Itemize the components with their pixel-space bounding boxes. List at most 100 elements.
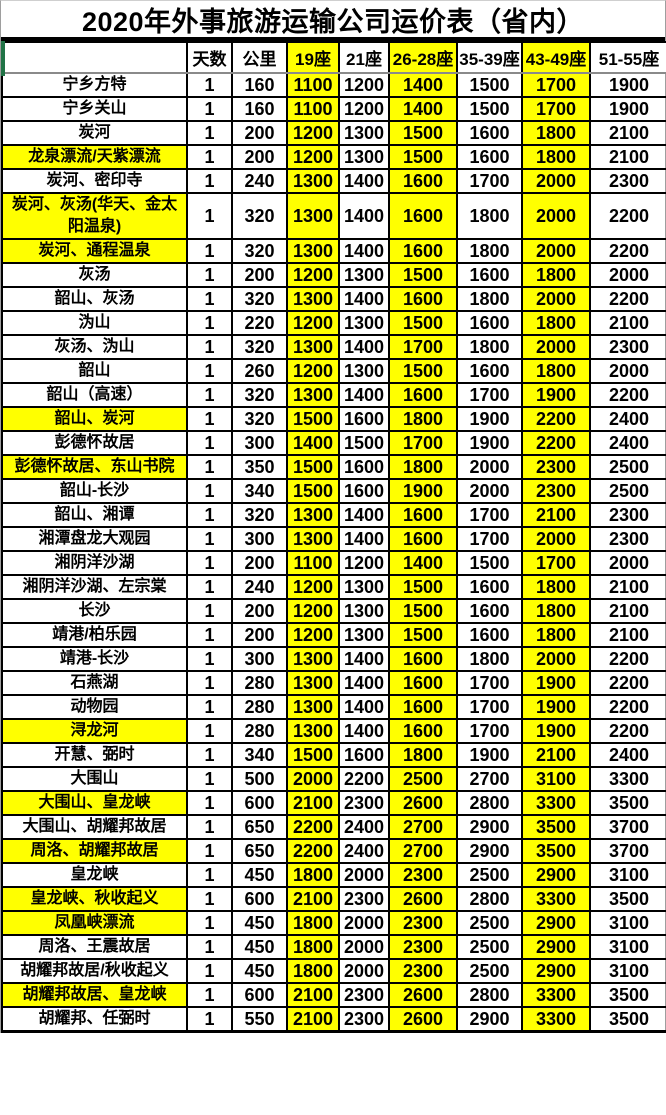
value-cell: 550 [231, 1006, 288, 1033]
value-cell: 2100 [589, 574, 666, 600]
value-cell: 1 [186, 430, 233, 456]
value-cell: 1300 [286, 694, 340, 720]
value-cell: 1400 [388, 550, 458, 576]
value-cell: 600 [231, 982, 288, 1008]
column-header: 公里 [231, 41, 288, 74]
value-cell: 1800 [456, 286, 523, 312]
value-cell: 2200 [521, 406, 591, 432]
value-cell: 3500 [589, 1006, 666, 1033]
value-cell: 2300 [521, 478, 591, 504]
value-cell: 2000 [521, 168, 591, 194]
value-cell: 2100 [286, 886, 340, 912]
value-cell: 1600 [338, 478, 390, 504]
value-cell: 1100 [286, 72, 340, 98]
value-cell: 1 [186, 526, 233, 552]
destination-cell: 韶山 [1, 358, 188, 384]
value-cell: 2300 [388, 910, 458, 936]
value-cell: 1500 [338, 430, 390, 456]
value-cell: 1600 [338, 406, 390, 432]
value-cell: 3500 [521, 838, 591, 864]
table-row: 彭德怀故居、东山书院 1 350 1500 1600 1800 2000 2300 2500 [1, 454, 666, 480]
value-cell: 2900 [456, 1006, 523, 1033]
value-cell: 2200 [589, 192, 666, 240]
table-row: 韶山、灰汤 1 320 1300 1400 1600 1800 2000 2200 [1, 286, 666, 312]
value-cell: 1900 [521, 694, 591, 720]
value-cell: 2900 [521, 862, 591, 888]
value-cell: 2300 [589, 168, 666, 194]
value-cell: 2300 [388, 958, 458, 984]
table-row: 凤凰峡漂流 1 450 1800 2000 2300 2500 2900 3100 [1, 910, 666, 936]
value-cell: 1900 [589, 96, 666, 122]
value-cell: 2800 [456, 790, 523, 816]
value-cell: 1800 [456, 192, 523, 240]
destination-cell: 湘阴洋沙湖、左宗棠 [1, 574, 188, 600]
value-cell: 2500 [589, 454, 666, 480]
table-row: 周洛、王震故居 1 450 1800 2000 2300 2500 2900 3100 [1, 934, 666, 960]
destination-cell: 大围山 [1, 766, 188, 792]
value-cell: 1400 [338, 526, 390, 552]
destination-cell: 浔龙河 [1, 718, 188, 744]
value-cell: 1600 [388, 192, 458, 240]
value-cell: 1500 [286, 742, 340, 768]
value-cell: 1800 [456, 646, 523, 672]
value-cell: 1300 [286, 646, 340, 672]
value-cell: 1300 [286, 718, 340, 744]
table-row: 皇龙峡、秋收起义 1 600 2100 2300 2600 2800 3300 3500 [1, 886, 666, 912]
value-cell: 2200 [589, 718, 666, 744]
value-cell: 1800 [388, 454, 458, 480]
destination-cell: 韶山、灰汤 [1, 286, 188, 312]
value-cell: 1900 [456, 406, 523, 432]
value-cell: 1400 [338, 192, 390, 240]
value-cell: 1600 [388, 168, 458, 194]
value-cell: 2100 [589, 144, 666, 170]
value-cell: 1300 [286, 670, 340, 696]
value-cell: 650 [231, 838, 288, 864]
value-cell: 1700 [388, 430, 458, 456]
pricing-sheet: 2020年外事旅游运输公司运价表（省内） 天数 公里 19座 21座 26-28座 35-… [0, 0, 666, 1033]
table-row: 动物园 1 280 1300 1400 1600 1700 1900 2200 [1, 694, 666, 720]
value-cell: 1500 [388, 144, 458, 170]
value-cell: 2000 [521, 286, 591, 312]
value-cell: 1 [186, 478, 233, 504]
value-cell: 1200 [286, 262, 340, 288]
value-cell: 160 [231, 72, 288, 98]
value-cell: 2300 [589, 334, 666, 360]
value-cell: 2300 [589, 502, 666, 528]
value-cell: 450 [231, 910, 288, 936]
destination-cell: 宁乡方特 [1, 72, 188, 98]
destination-cell: 韶山（高速） [1, 382, 188, 408]
table-row: 胡耀邦故居、皇龙峡 1 600 2100 2300 2600 2800 3300 3500 [1, 982, 666, 1008]
value-cell: 2300 [589, 526, 666, 552]
value-cell: 200 [231, 622, 288, 648]
value-cell: 2000 [338, 958, 390, 984]
value-cell: 1800 [521, 574, 591, 600]
destination-cell: 大围山、皇龙峡 [1, 790, 188, 816]
destination-cell: 炭河、灰汤(华天、金太阳温泉) [1, 192, 188, 240]
value-cell: 2100 [286, 1006, 340, 1033]
table-row: 周洛、胡耀邦故居 1 650 2200 2400 2700 2900 3500 3700 [1, 838, 666, 864]
value-cell: 2500 [456, 958, 523, 984]
table-row: 长沙 1 200 1200 1300 1500 1600 1800 2100 [1, 598, 666, 624]
table-row: 韶山 1 260 1200 1300 1500 1600 1800 2000 [1, 358, 666, 384]
destination-cell: 湘潭盘龙大观园 [1, 526, 188, 552]
value-cell: 2900 [521, 910, 591, 936]
value-cell: 450 [231, 958, 288, 984]
value-cell: 2600 [388, 982, 458, 1008]
value-cell: 1 [186, 574, 233, 600]
value-cell: 1100 [286, 550, 340, 576]
destination-cell: 靖港/柏乐园 [1, 622, 188, 648]
header-row: 天数 公里 19座 21座 26-28座 35-39座 43-49座 51-55座 [1, 41, 666, 74]
value-cell: 2000 [521, 192, 591, 240]
value-cell: 1300 [286, 334, 340, 360]
value-cell: 1700 [456, 718, 523, 744]
value-cell: 2800 [456, 886, 523, 912]
table-row: 炭河、灰汤(华天、金太阳温泉) 1 320 1300 1400 1600 1800 2000 2… [1, 192, 666, 240]
table-row: 沩山 1 220 1200 1300 1500 1600 1800 2100 [1, 310, 666, 336]
destination-column-header [1, 41, 188, 74]
value-cell: 2200 [286, 814, 340, 840]
column-header: 26-28座 [388, 41, 458, 74]
destination-cell: 皇龙峡 [1, 862, 188, 888]
value-cell: 1800 [286, 910, 340, 936]
value-cell: 2100 [521, 502, 591, 528]
table-row: 炭河、密印寺 1 240 1300 1400 1600 1700 2000 2300 [1, 168, 666, 194]
